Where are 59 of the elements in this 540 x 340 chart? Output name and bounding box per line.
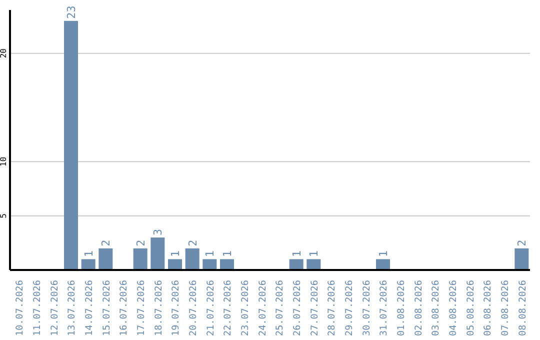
x-tick-label: 04.08.2026: [448, 280, 459, 336]
x-tick-label: 06.08.2026: [482, 280, 494, 336]
x-tick-label: 01.08.2026: [396, 280, 407, 336]
bar: [514, 248, 529, 270]
x-tick-label: 11.07.2026: [32, 280, 43, 336]
y-tick-label: 10: [0, 156, 8, 166]
bar: [168, 259, 182, 270]
x-tick-label: 25.07.2026: [274, 280, 286, 336]
bar: [133, 248, 148, 270]
x-tick-label: 12.07.2026: [49, 280, 60, 336]
data-label: 1: [377, 250, 390, 258]
x-tick-label: 14.07.2026: [84, 280, 95, 336]
bar: [289, 259, 304, 270]
x-tick-label: 18.07.2026: [153, 280, 164, 336]
data-label: 3: [152, 228, 165, 236]
x-tick-label: 23.07.2026: [240, 280, 251, 336]
bar: [98, 248, 113, 270]
data-label: 1: [82, 250, 96, 258]
data-label: 23: [65, 6, 78, 19]
y-tick-label: 20: [0, 48, 8, 58]
x-tick-label: 16.07.2026: [118, 280, 130, 336]
x-tick-label: 26.07.2026: [292, 280, 303, 336]
x-tick-label: 31.07.2026: [378, 280, 390, 336]
data-label: 2: [134, 240, 148, 246]
x-tick-label: 19.07.2026: [170, 280, 182, 336]
x-tick-label: 22.07.2026: [222, 280, 234, 336]
bar: [202, 259, 217, 270]
bar: [220, 259, 234, 270]
x-tick-label: 05.08.2026: [465, 280, 476, 336]
y-tick-label: 5: [0, 213, 8, 218]
bar: [306, 259, 321, 270]
x-tick-label: 08.08.2026: [517, 280, 528, 336]
x-tick-label: 02.08.2026: [413, 280, 424, 336]
x-tick-label: 27.07.2026: [309, 280, 320, 336]
x-tick-label: 30.07.2026: [361, 280, 372, 336]
x-tick-label: 15.07.2026: [101, 280, 112, 336]
data-label: 2: [100, 240, 113, 246]
x-tick-label: 03.08.2026: [430, 280, 442, 336]
data-label: 1: [169, 250, 182, 258]
x-tick-label: 28.07.2026: [326, 280, 338, 336]
data-label: 1: [204, 250, 217, 258]
data-label: 2: [186, 240, 200, 246]
x-tick-label: 20.07.2026: [188, 280, 199, 336]
x-tick-label: 13.07.2026: [66, 280, 78, 336]
x-tick-label: 07.08.2026: [500, 280, 511, 336]
bar: [81, 259, 96, 270]
x-tick-label: 17.07.2026: [136, 280, 147, 336]
data-label: 1: [290, 250, 304, 258]
x-tick-label: 24.07.2026: [257, 280, 268, 336]
bar: [376, 259, 390, 270]
x-tick-label: 10.07.2026: [14, 280, 26, 336]
data-label: 2: [516, 240, 529, 246]
data-label: 1: [221, 250, 234, 258]
data-label: 1: [308, 250, 321, 258]
bar: [150, 238, 165, 270]
x-tick-label: 29.07.2026: [344, 280, 355, 336]
bar: [64, 20, 78, 270]
bar: [185, 248, 200, 270]
x-tick-label: 21.07.2026: [205, 280, 216, 336]
